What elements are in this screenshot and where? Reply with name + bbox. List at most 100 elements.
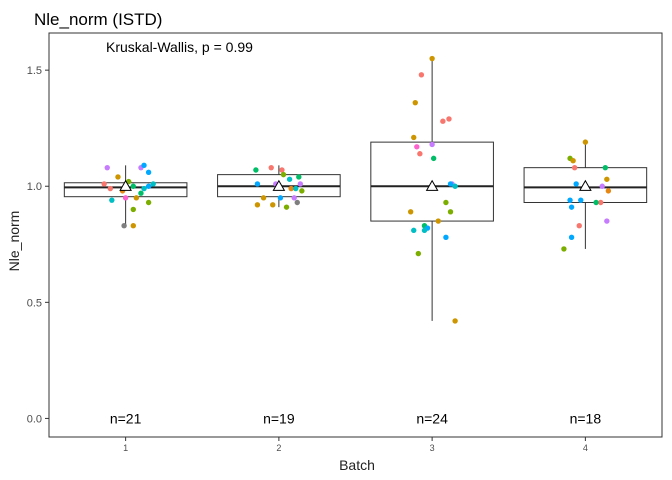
data-point (593, 199, 599, 206)
data-point (414, 144, 420, 150)
x-tick-label: 2 (276, 443, 281, 453)
x-tick-label: 3 (430, 443, 435, 453)
data-point (107, 185, 114, 192)
data-point (101, 181, 107, 187)
data-point (417, 151, 423, 157)
x-axis: 1 2 3 4 (123, 437, 588, 453)
data-point (253, 167, 259, 173)
data-point (452, 183, 458, 189)
count-label-batch-3: n=24 (416, 410, 448, 426)
data-point (435, 218, 441, 224)
data-point (443, 199, 449, 206)
data-point (561, 246, 567, 252)
data-point (411, 227, 417, 234)
data-point (421, 227, 428, 234)
data-point (145, 169, 152, 176)
data-point (109, 197, 115, 203)
mean-marker (579, 179, 592, 191)
y-axis: 0.0 0.5 1.0 1.5 (27, 65, 49, 425)
data-point (415, 250, 422, 257)
x-axis-title: Batch (339, 457, 375, 473)
data-point (604, 218, 610, 224)
data-point (288, 185, 294, 192)
data-point (567, 197, 573, 203)
data-point (599, 183, 605, 189)
points-layer (101, 55, 612, 324)
data-point (412, 99, 418, 106)
data-point (150, 181, 156, 187)
data-point (296, 174, 302, 180)
data-point (407, 209, 414, 215)
y-tick-label: 1.5 (27, 65, 42, 77)
data-point (260, 195, 267, 201)
count-labels: n=21 n=19 n=24 n=18 (110, 410, 601, 426)
data-point (570, 158, 576, 164)
data-point (452, 318, 458, 324)
data-point (121, 223, 127, 229)
count-label-batch-4: n=18 (570, 410, 602, 426)
data-point (447, 209, 454, 215)
mean-marker (425, 179, 439, 191)
data-point (440, 118, 446, 124)
data-point (604, 176, 610, 182)
data-point (411, 134, 417, 141)
data-point (291, 195, 297, 201)
data-point (430, 155, 437, 162)
y-tick-label: 0.0 (27, 413, 42, 425)
data-point (598, 199, 604, 206)
data-point (446, 116, 452, 122)
data-point (104, 164, 110, 171)
data-point (130, 223, 136, 229)
data-point (141, 185, 147, 192)
data-point (299, 188, 305, 194)
chart-title: Nle_norm (ISTD) (34, 10, 162, 29)
data-point (568, 204, 575, 210)
data-point (280, 171, 287, 178)
data-point (283, 204, 290, 210)
data-point (571, 164, 578, 171)
data-point (145, 183, 152, 189)
data-point (602, 164, 608, 171)
data-point (122, 195, 129, 201)
data-point (138, 190, 144, 196)
data-point (418, 72, 425, 78)
data-point (254, 202, 261, 208)
data-point (130, 183, 136, 189)
count-label-batch-2: n=19 (263, 410, 295, 426)
data-point (133, 195, 140, 201)
data-point (277, 195, 284, 201)
data-point (429, 55, 435, 62)
plot-panel (48, 32, 663, 438)
data-point (115, 174, 121, 180)
data-point (582, 139, 589, 145)
means-layer (119, 179, 592, 191)
data-point (130, 206, 136, 213)
data-point (145, 199, 152, 206)
data-point (286, 176, 293, 182)
data-point (568, 234, 575, 241)
count-label-batch-1: n=21 (110, 410, 142, 426)
data-point (429, 141, 435, 148)
data-point (576, 223, 582, 229)
x-tick-label: 4 (583, 443, 588, 453)
data-point (294, 199, 300, 206)
x-tick-label: 1 (123, 443, 128, 453)
data-point (578, 197, 584, 203)
data-point (605, 188, 612, 194)
data-point (447, 181, 454, 187)
data-point (254, 181, 261, 187)
mean-marker (272, 179, 286, 191)
y-tick-label: 0.5 (27, 297, 42, 309)
mean-marker (119, 179, 132, 191)
data-point (279, 167, 285, 173)
data-point (270, 202, 276, 208)
data-point (573, 181, 579, 187)
data-point (293, 185, 299, 192)
data-point (141, 162, 147, 169)
y-tick-label: 1.0 (27, 181, 42, 193)
kruskal-wallis-annotation: Kruskal-Wallis, p = 0.99 (106, 39, 253, 55)
data-point (268, 164, 274, 171)
data-point (297, 181, 304, 187)
y-axis-title: Nle_norm (6, 211, 22, 272)
